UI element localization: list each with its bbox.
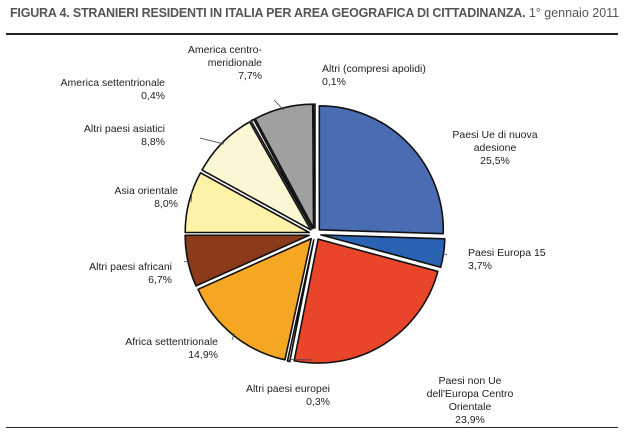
pie-slice-10 bbox=[254, 103, 315, 229]
pie-slice-5 bbox=[197, 237, 313, 361]
pie-label-10: America centro-meridionale 7,7% bbox=[188, 44, 263, 82]
pie-slice-4 bbox=[286, 239, 315, 363]
pie-leader-4 bbox=[289, 358, 313, 361]
pie-label-7: Asia orientale 8,0% bbox=[114, 185, 178, 210]
pie-leader-8 bbox=[199, 137, 225, 145]
pie-label-11: Altri (compresi apolidi) 0,1% bbox=[322, 63, 426, 88]
pie-label-9: America settentrionale 0,4% bbox=[61, 77, 166, 102]
pie-slice-3 bbox=[293, 238, 439, 364]
pie-label-3: Paesi non Ue dell'Europa Centro Orientale 2… bbox=[427, 375, 514, 426]
pie-leader-11 bbox=[313, 105, 315, 111]
pie-label-6: Altri paesi africani 6,7% bbox=[89, 261, 172, 286]
pie-label-8: Altri paesi asiatici 8,8% bbox=[84, 123, 165, 148]
top-rule bbox=[6, 33, 618, 35]
pie-leader-lines bbox=[183, 99, 448, 361]
bottom-rule bbox=[6, 427, 618, 428]
pie-slice-2 bbox=[320, 234, 446, 269]
pie-label-4: Altri paesi europei 0,3% bbox=[246, 383, 330, 408]
pie-leader-6 bbox=[183, 260, 190, 263]
pie-labels: Paesi Ue di nuova adesione 25,5% Paesi Euro… bbox=[61, 44, 546, 426]
pie-slice-7 bbox=[184, 171, 310, 234]
pie-leader-10 bbox=[273, 99, 284, 111]
pie-label-5: Africa settentrionale 14,9% bbox=[125, 336, 218, 361]
pie-slices bbox=[184, 103, 446, 364]
pie-slice-11 bbox=[313, 103, 316, 229]
pie-leader-5 bbox=[231, 333, 235, 341]
pie-slice-1 bbox=[318, 105, 445, 235]
chart-title-main: FIGURA 4. STRANIERI RESIDENTI IN ITALIA … bbox=[10, 6, 526, 20]
pie-label-2: Paesi Europa 15 3,7% bbox=[468, 247, 546, 272]
chart-title-date: 1° gennaio 2011 bbox=[528, 6, 620, 20]
pie-label-1: Paesi Ue di nuova adesione 25,5% bbox=[452, 129, 537, 167]
pie-leader-2 bbox=[441, 252, 448, 256]
pie-slice-9 bbox=[250, 118, 313, 230]
chart-title: FIGURA 4. STRANIERI RESIDENTI IN ITALIA … bbox=[10, 6, 622, 20]
pie-leader-7 bbox=[190, 189, 193, 203]
